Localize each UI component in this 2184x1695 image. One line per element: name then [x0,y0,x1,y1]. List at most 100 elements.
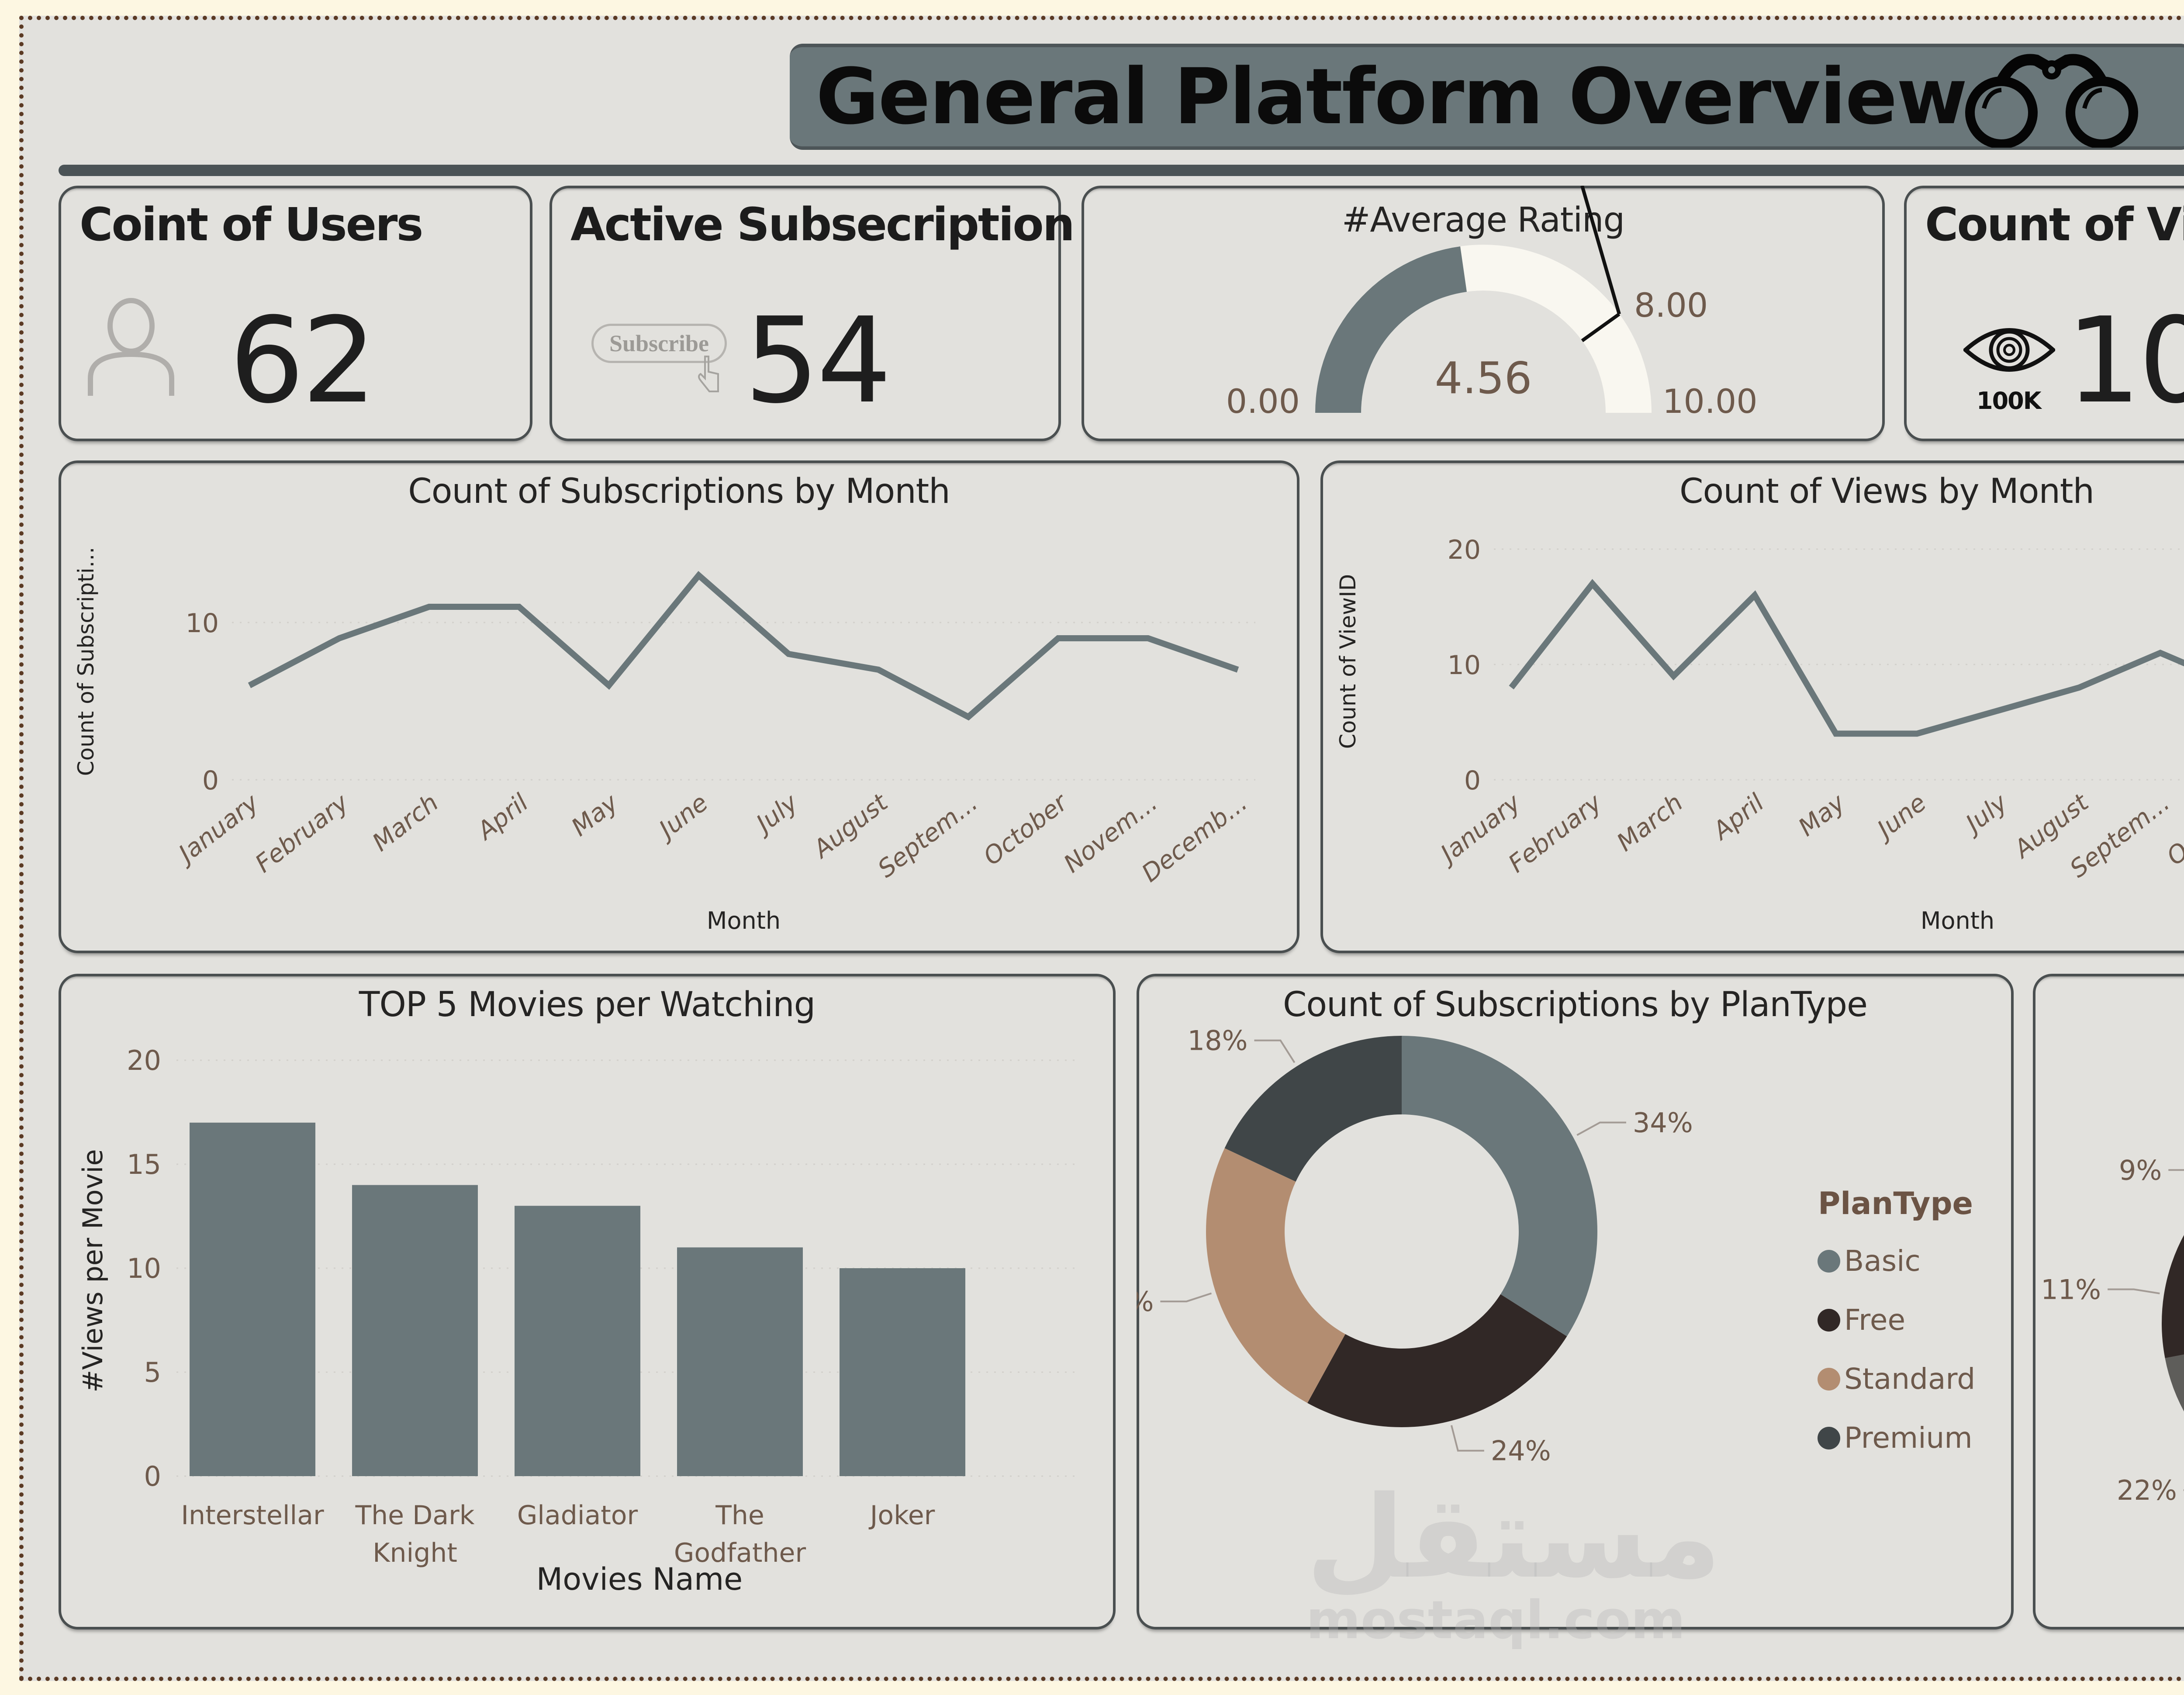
svg-text:20: 20 [127,1045,161,1076]
svg-text:24%: 24% [1491,1435,1551,1467]
kpi-label: Count of Views [1925,198,2184,251]
subscribe-icon-text: Subscribe [609,330,709,356]
svg-text:15: 15 [127,1148,161,1180]
svg-text:0: 0 [202,765,219,796]
svg-text:July: July [748,788,804,841]
svg-text:October: October [978,788,1074,871]
kpi-card-average-rating: #Average Rating 4.56 0.00 10.00 8.00 [1082,186,1885,441]
svg-text:July: July [1957,788,2013,841]
svg-text:Count of ViewID: Count of ViewID [1335,574,1361,749]
bar[interactable] [190,1122,315,1476]
svg-text:June: June [650,789,713,846]
bar[interactable] [840,1268,965,1476]
plan-type-donut-chart: 34% 24% 24% 18% PlanType Basic Free Standard Pre… [1137,1025,1975,1467]
svg-text:April: April [1707,789,1770,846]
bar[interactable] [515,1206,640,1476]
kpi-label: Active Subsecription [570,198,1075,251]
svg-text:22%: 22% [2117,1474,2177,1506]
chart-title: Count of Subscriptions by Month [408,472,950,511]
kpi-card-subscriptions: Active Subsecription Subscribe 54 [549,186,1075,441]
bar[interactable] [352,1185,478,1476]
svg-text:20: 20 [1448,535,1481,565]
svg-text:Movies Name: Movies Name [536,1561,743,1597]
kpi-value: 62 [229,292,377,429]
chart-subscriptions-by-plan: Count of Subscriptions by PlanType 34% 24… [1137,974,2014,1629]
svg-text:9%: 9% [2119,1154,2162,1186]
chart-subscriptions-by-month: Count of Subscriptions by Month 0 10 Janua… [59,460,1299,953]
category-pie-chart: 25%25%22%11%9%8%CategoryNameActionAnimat… [2041,1154,2184,1509]
gauge-value: 4.56 [1435,353,1532,404]
svg-text:Gladiator: Gladiator [517,1500,638,1531]
svg-text:The Dark: The Dark [355,1500,474,1531]
svg-text:0.00: 0.00 [1226,382,1300,421]
page-title-banner: General Platform Overview [790,44,2184,150]
svg-text:Knight: Knight [373,1538,457,1568]
svg-text:January: January [170,788,264,871]
slice[interactable] [1402,1036,1597,1337]
kpi-value: 54 [744,292,892,429]
slice[interactable] [2165,1323,2184,1509]
bar[interactable] [677,1247,803,1476]
chart-movies-by-category: Total Movies by Category 25%25%22%11%9%8… [2033,974,2184,1629]
svg-text:Septem...: Septem... [873,789,983,883]
svg-text:February: February [250,788,354,878]
svg-text:Godfather: Godfather [674,1538,806,1568]
svg-text:Month: Month [707,907,781,934]
slice[interactable] [2162,1234,2184,1358]
svg-text:March: March [367,789,444,857]
svg-text:5: 5 [144,1356,161,1388]
svg-text:#Views per Movie: #Views per Movie [77,1149,109,1392]
svg-text:10: 10 [1448,650,1481,681]
pointer-cursor-icon [698,356,719,392]
svg-text:0: 0 [144,1460,161,1492]
svg-text:11%: 11% [2041,1273,2101,1305]
kpi-card-users: Coint of Users 62 [59,186,532,441]
svg-text:May: May [566,788,624,842]
rating-gauge: 4.56 0.00 10.00 8.00 [1226,186,1758,421]
chart-title: Count of Views by Month [1679,472,2094,511]
binoculars-icon [1965,54,2138,148]
svg-text:Count of Subscripti...: Count of Subscripti... [73,547,99,776]
svg-text:8.00: 8.00 [1634,286,1708,325]
svg-text:May: May [1793,788,1851,842]
svg-text:Free: Free [1844,1303,1905,1337]
slice[interactable] [1206,1148,1345,1403]
top5-movies-bar-chart: 0 5 10 15 20 Interstellar The Dark Knight Gladia… [77,1045,1076,1597]
svg-text:Premium: Premium [1844,1421,1973,1455]
svg-text:10: 10 [127,1252,161,1284]
svg-text:Basic: Basic [1844,1244,1921,1278]
user-icon [88,298,174,396]
chart-views-by-month: Count of Views by Month 0 10 20 January Febr… [1320,460,2184,953]
eye-icon-caption: 100K [1977,387,2042,415]
slice[interactable] [1307,1294,1567,1427]
gauge-title: #Average Rating [1342,201,1625,240]
svg-text:24%: 24% [1137,1286,1154,1318]
svg-text:Joker: Joker [868,1500,935,1531]
kpi-value: 100 [2066,292,2184,429]
svg-text:10.00: 10.00 [1662,382,1758,421]
chart-title: TOP 5 Movies per Watching [359,985,816,1024]
eye-icon [1963,328,2055,372]
svg-text:Standard: Standard [1844,1362,1975,1396]
svg-text:Month: Month [1921,907,1994,934]
svg-text:Interstellar: Interstellar [181,1500,324,1531]
kpi-label: Coint of Users [79,198,423,251]
svg-text:The: The [715,1500,764,1531]
kpi-card-views: Count of Views 100K 100 [1904,186,2184,441]
chart-top5-movies: TOP 5 Movies per Watching 0 5 10 15 20 Inters… [59,974,1116,1629]
svg-text:18%: 18% [1188,1025,1248,1057]
svg-text:March: March [1612,789,1689,857]
svg-text:April: April [471,789,534,846]
page-title: General Platform Overview [816,52,1967,142]
svg-text:June: June [1869,789,1932,846]
svg-text:PlanType: PlanType [1818,1186,1973,1221]
svg-text:34%: 34% [1633,1107,1693,1138]
subscribe-button-icon: Subscribe [591,324,727,363]
header-divider [59,165,2184,176]
slice[interactable] [1224,1036,1402,1182]
svg-text:0: 0 [1464,765,1481,796]
svg-text:August: August [807,788,894,865]
chart-title: Count of Subscriptions by PlanType [1282,985,1868,1024]
